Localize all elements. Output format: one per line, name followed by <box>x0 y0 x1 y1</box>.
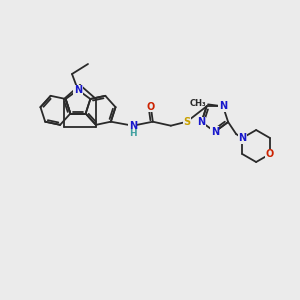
Text: N: N <box>129 121 137 131</box>
Text: N: N <box>211 127 219 137</box>
Text: H: H <box>129 129 136 138</box>
Text: O: O <box>266 149 274 159</box>
Text: S: S <box>183 117 190 127</box>
Text: O: O <box>147 102 155 112</box>
Text: N: N <box>219 101 227 111</box>
Text: N: N <box>74 85 82 95</box>
Text: N: N <box>197 117 206 127</box>
Text: CH₃: CH₃ <box>189 99 206 108</box>
Text: N: N <box>238 133 246 143</box>
